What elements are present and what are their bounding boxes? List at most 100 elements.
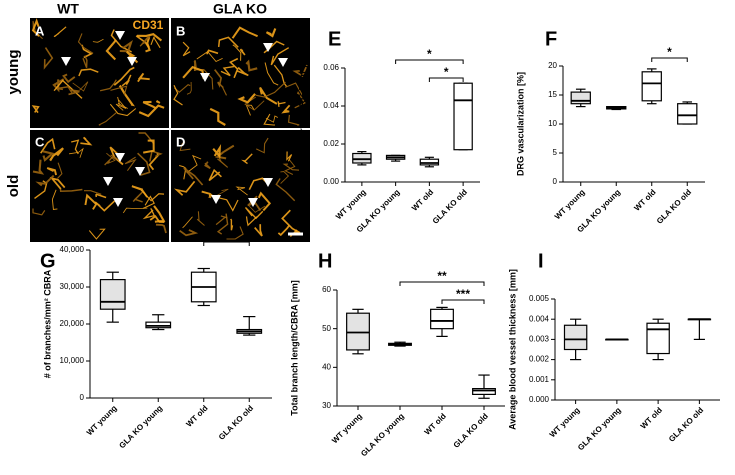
image-c [30, 130, 169, 242]
vessel [263, 113, 275, 126]
x-tick-label: WT old [184, 403, 209, 428]
vessel [186, 81, 192, 95]
vessel [217, 157, 229, 168]
vessel [53, 79, 83, 99]
vessel [46, 167, 58, 176]
vessel [235, 186, 248, 196]
vessel [264, 62, 279, 86]
vessel [281, 209, 301, 234]
arrowhead [211, 195, 221, 204]
vessel [84, 193, 98, 210]
vessel [245, 59, 258, 72]
vessel [217, 36, 239, 48]
y-tick-label: 0.06 [323, 63, 339, 72]
significance-bracket [399, 281, 485, 286]
vessel [294, 91, 306, 109]
vessel [145, 36, 151, 53]
y-axis-title: CBRA of murine DRG [mm²] [297, 65, 307, 184]
vessel [32, 159, 45, 175]
y-axis-title: # of branches/mm² CBRA [42, 269, 52, 378]
vessel [286, 151, 293, 162]
vessel [137, 152, 151, 176]
box [346, 312, 370, 351]
vessel [216, 196, 239, 212]
vessel [82, 55, 88, 68]
box [419, 158, 440, 166]
y-tick-label: 0.001 [529, 375, 550, 384]
x-tick-label: GLA KO young [359, 411, 406, 458]
arrowhead [135, 167, 145, 176]
x-tick-label: WT old [639, 405, 664, 430]
vessel [196, 50, 223, 63]
vessel [122, 207, 148, 214]
panel-letter: E [328, 28, 341, 50]
vessel [34, 180, 48, 199]
vessel [292, 64, 308, 78]
vessel [32, 208, 46, 216]
vessel [109, 146, 124, 166]
x-tick-label: WT young [553, 187, 587, 221]
vessel [57, 86, 73, 94]
vessel [110, 29, 132, 53]
vessel [186, 154, 202, 174]
vessel [214, 69, 223, 88]
significance-bracket [441, 299, 485, 304]
arrowhead [103, 177, 113, 186]
panel-letter: I [538, 250, 544, 272]
vessel [98, 112, 117, 126]
vessel [113, 66, 135, 86]
box [99, 279, 126, 310]
significance-bracket [203, 241, 250, 246]
vessel [206, 49, 219, 55]
significance-bracket [428, 77, 464, 82]
vessel [263, 40, 285, 54]
row-label: old [5, 175, 22, 198]
vessel [282, 163, 300, 171]
vessel [220, 65, 235, 77]
y-tick-label: 0.004 [529, 314, 550, 323]
vessel [275, 178, 296, 202]
vessel [71, 139, 80, 155]
vessel [173, 85, 183, 106]
x-tick-label: GLA KO old [655, 187, 693, 225]
vessel [118, 84, 135, 107]
vessel [84, 190, 102, 195]
vessel [104, 154, 120, 166]
panel-letter: A [35, 23, 45, 38]
significance-label: *** [456, 287, 470, 301]
vessel [241, 153, 253, 165]
x-tick-label: GLA KO young [117, 403, 164, 450]
y-tick-label: 40 [322, 362, 331, 371]
vessel [150, 36, 161, 49]
vessel [142, 208, 156, 220]
vessel [62, 73, 76, 84]
significance-label: * [224, 229, 229, 243]
vessel [153, 205, 166, 223]
arrowhead [115, 31, 125, 40]
vessel [59, 188, 83, 192]
vessel [239, 48, 246, 56]
arrowhead [115, 153, 125, 162]
vessel [136, 33, 163, 42]
vessel [212, 143, 222, 159]
vessel [245, 216, 258, 227]
significance-bracket [651, 57, 688, 62]
vessel [204, 161, 211, 170]
box [677, 103, 698, 125]
vessel [155, 100, 161, 104]
y-tick-label: 20 [548, 61, 557, 70]
vessel [95, 193, 107, 199]
vessel [277, 101, 286, 108]
vessel [254, 224, 263, 237]
x-tick-label: WT young [548, 405, 582, 439]
y-tick-label: 0 [80, 393, 85, 402]
y-tick-label: 15 [548, 90, 557, 99]
vessel [209, 107, 226, 126]
y-tick-label: 20,000 [60, 319, 85, 328]
vessel [216, 213, 229, 235]
y-tick-label: 0.04 [323, 101, 339, 110]
vessel [245, 104, 255, 116]
significance-label: * [427, 47, 432, 61]
vessel [57, 162, 63, 179]
significance-label: * [444, 65, 449, 79]
